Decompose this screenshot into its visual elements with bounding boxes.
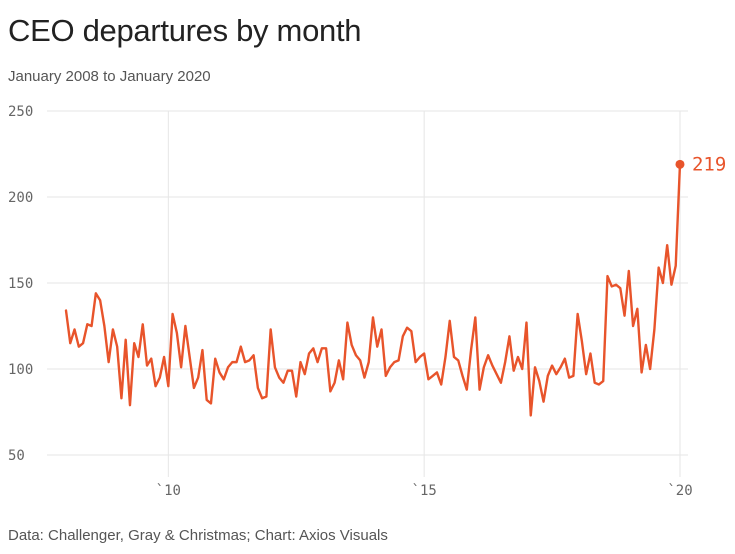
end-point-marker: [675, 159, 685, 169]
y-tick-label: 100: [8, 362, 33, 378]
y-tick-label: 50: [8, 448, 25, 464]
x-tick-label: `10: [156, 483, 181, 499]
chart-source: Data: Challenger, Gray & Christmas; Char…: [8, 527, 388, 544]
series-layer: 219: [64, 153, 726, 417]
gridlines: [47, 110, 688, 477]
x-tick-label: `15: [412, 483, 437, 499]
y-tick-label: 250: [8, 104, 33, 120]
series-line: [64, 163, 682, 417]
x-tick-label: `20: [667, 483, 692, 499]
y-tick-label: 200: [8, 190, 33, 206]
end-value-label: 219: [692, 153, 726, 175]
chart-subtitle: January 2008 to January 2020: [8, 68, 211, 85]
chart-title: CEO departures by month: [8, 13, 362, 48]
y-tick-label: 150: [8, 276, 33, 292]
y-axis: 250 200 150 100 50: [8, 104, 33, 464]
x-axis: `10 `15 `20: [156, 483, 693, 499]
